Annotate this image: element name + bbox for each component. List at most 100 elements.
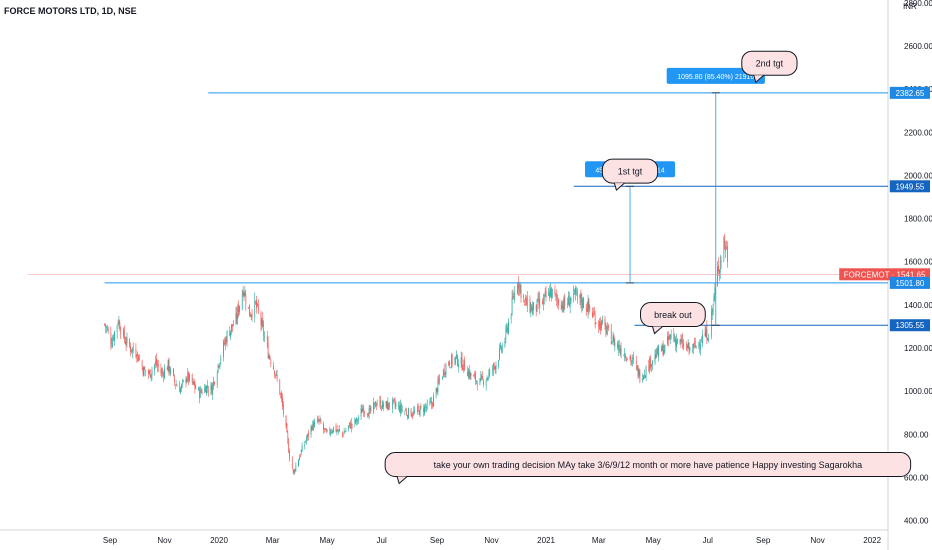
candle-body xyxy=(307,433,308,438)
candle-body xyxy=(319,419,321,420)
candle-body xyxy=(667,335,668,344)
candle-body xyxy=(425,406,426,408)
price-label-text: 1501.80 xyxy=(895,279,924,288)
candle-body xyxy=(618,344,620,351)
candle-body xyxy=(468,369,470,377)
candle-body xyxy=(467,371,468,377)
candle-body xyxy=(337,428,339,432)
candle-body xyxy=(564,296,566,306)
candle-body xyxy=(106,328,108,330)
candle-body xyxy=(186,378,188,383)
price-label-text: 1305.55 xyxy=(895,321,924,330)
candle-body xyxy=(123,328,125,341)
candle-body xyxy=(241,293,243,309)
price-label-tag xyxy=(889,276,930,289)
candle-body xyxy=(423,408,424,413)
candle-body xyxy=(379,400,381,403)
y-tick-label: 2200.00 xyxy=(904,128,932,137)
candle-body xyxy=(331,431,332,433)
candle-body xyxy=(436,388,438,393)
candle-body xyxy=(675,337,676,346)
candle-body xyxy=(157,364,158,367)
candle-body xyxy=(318,419,320,422)
candle-body xyxy=(213,380,214,386)
candle-body xyxy=(126,337,128,343)
candle-body xyxy=(574,290,575,292)
candle-body xyxy=(599,321,600,330)
candle-body xyxy=(481,376,483,379)
candle-body xyxy=(205,386,206,393)
candle-body xyxy=(586,309,588,313)
candle-body xyxy=(117,322,119,324)
candle-body xyxy=(292,469,294,472)
candle-body xyxy=(120,331,122,335)
candle-body xyxy=(424,406,425,414)
candle-body xyxy=(236,313,238,319)
candle-body xyxy=(224,339,226,345)
candle-body xyxy=(687,343,689,348)
candle-body xyxy=(344,431,346,433)
first-target-note-text: 1st tgt xyxy=(618,167,643,177)
candle-body xyxy=(450,367,451,369)
candle-body xyxy=(295,465,297,471)
candle-body xyxy=(712,304,714,313)
candle-body xyxy=(149,369,151,378)
candle-body xyxy=(326,429,328,431)
candle-body xyxy=(439,378,441,380)
candle-body xyxy=(510,314,512,320)
candle-body xyxy=(176,386,178,387)
candle-body xyxy=(124,341,126,344)
candle-body xyxy=(593,313,595,315)
candle-body xyxy=(311,426,313,430)
price-label-text: 2382.65 xyxy=(895,89,924,98)
candle-body xyxy=(138,355,139,362)
candle-body xyxy=(504,341,506,347)
candle-body xyxy=(383,403,384,408)
candle-body xyxy=(314,421,315,428)
candle-body xyxy=(589,306,591,310)
candle-body xyxy=(494,366,496,370)
candle-body xyxy=(588,298,590,309)
candle-body xyxy=(719,261,721,273)
candle-body xyxy=(229,331,231,337)
candle-body xyxy=(364,412,365,413)
candle-body xyxy=(451,355,453,364)
candle-body xyxy=(720,260,722,263)
candle-body xyxy=(668,335,670,339)
candle-body xyxy=(688,342,690,351)
candle-body xyxy=(600,322,601,331)
candle-body xyxy=(113,336,114,340)
candle-body xyxy=(593,313,594,315)
candle-body xyxy=(275,373,277,374)
candle-body xyxy=(380,399,382,409)
candle-body xyxy=(276,374,278,380)
candle-body xyxy=(680,339,682,342)
candle-body xyxy=(592,312,593,317)
candle-body xyxy=(585,307,587,310)
candle-body xyxy=(131,349,132,352)
candle-body xyxy=(289,451,290,459)
candle-body xyxy=(414,411,416,412)
candle-body xyxy=(407,415,408,418)
candle-body xyxy=(163,373,164,377)
candle-body xyxy=(664,344,666,352)
candle-body xyxy=(254,299,256,318)
candle-body xyxy=(279,379,281,395)
candle-body xyxy=(651,364,652,367)
candle-body xyxy=(630,357,632,363)
candle-body xyxy=(601,319,603,324)
candle-body xyxy=(507,327,508,332)
x-tick-label: May xyxy=(646,536,661,545)
candle-body xyxy=(200,390,202,392)
candle-body xyxy=(351,424,353,425)
candle-body xyxy=(620,347,622,355)
x-tick-label: Nov xyxy=(157,536,171,545)
candle-body xyxy=(643,374,645,376)
candle-body xyxy=(356,417,357,422)
candle-body xyxy=(488,372,490,378)
candle-body xyxy=(335,425,337,432)
candle-body xyxy=(373,402,374,412)
y-tick-label: 800.00 xyxy=(904,430,929,439)
candle-body xyxy=(179,385,181,393)
